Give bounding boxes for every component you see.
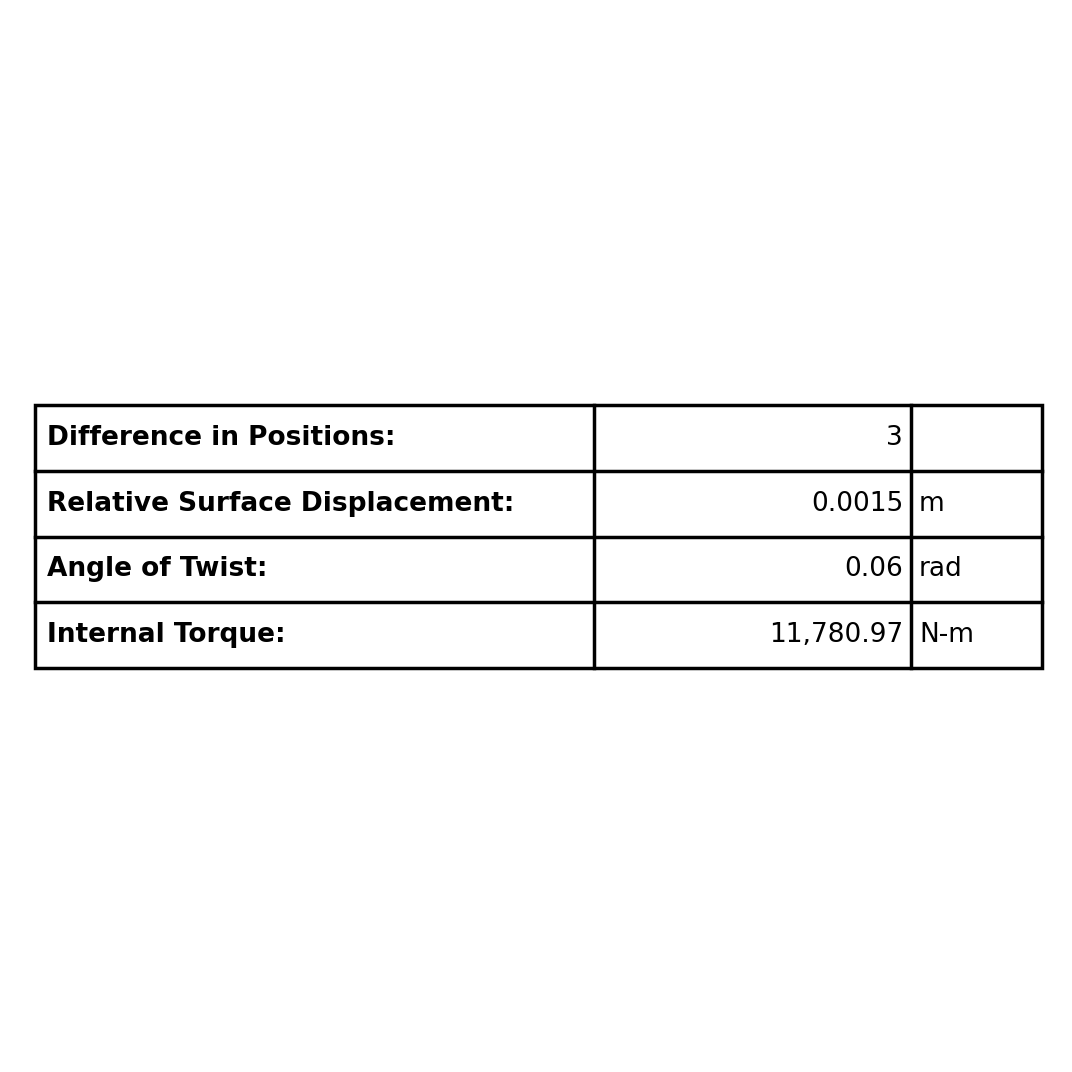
Text: 0.06: 0.06 (845, 556, 903, 582)
Text: N-m: N-m (919, 622, 974, 649)
Text: 0.0015: 0.0015 (810, 491, 903, 517)
Bar (35, 405, 1042, 668)
Text: Angle of Twist:: Angle of Twist: (47, 556, 268, 582)
Text: 3: 3 (887, 425, 903, 451)
Text: rad: rad (919, 556, 963, 582)
Text: m: m (919, 491, 944, 517)
Text: 11,780.97: 11,780.97 (769, 622, 903, 649)
Text: Internal Torque:: Internal Torque: (47, 622, 285, 649)
Text: Difference in Positions:: Difference in Positions: (47, 425, 396, 451)
Text: Relative Surface Displacement:: Relative Surface Displacement: (47, 491, 515, 517)
